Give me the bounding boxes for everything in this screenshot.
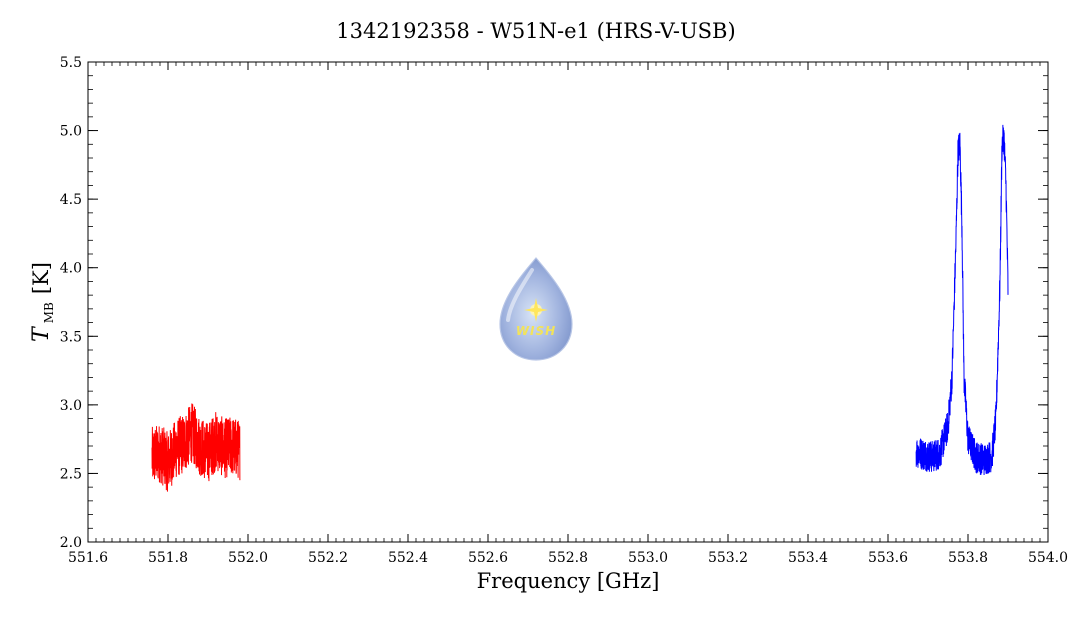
x-tick-labels: 551.6 551.8 552.0 552.2 552.4 552.6 552.8 553.0… xyxy=(68,550,1068,566)
x-tick-label: 551.8 xyxy=(148,550,188,566)
y-tick-label: 5.5 xyxy=(60,55,82,71)
y-tick-label: 4.0 xyxy=(60,261,82,277)
x-tick-label: 554.0 xyxy=(1028,550,1068,566)
wish-logo: WISH xyxy=(499,257,573,361)
x-tick-label: 553.4 xyxy=(788,550,828,566)
y-tick-label: 2.5 xyxy=(60,466,82,482)
star-icon xyxy=(524,298,548,322)
y-tick-labels: 2.0 2.5 3.0 3.5 4.0 4.5 5.0 5.5 xyxy=(60,55,82,551)
y-tick-label: 5.0 xyxy=(60,124,82,140)
x-tick-label: 552.0 xyxy=(228,550,268,566)
y-axis-subscript: MB xyxy=(42,302,56,323)
y-tick-label: 2.0 xyxy=(60,535,82,551)
y-axis-label: T MB [K] xyxy=(29,262,57,342)
spectrum-series-1 xyxy=(151,403,241,492)
logo-text: WISH xyxy=(516,324,556,338)
y-axis-symbol: T xyxy=(29,325,54,342)
x-tick-label: 553.6 xyxy=(868,550,908,566)
x-tick-label: 552.4 xyxy=(388,550,428,566)
axis-ticks xyxy=(87,61,1049,543)
svg-text:T MB [K]: T MB [K] xyxy=(29,262,57,342)
x-tick-label: 552.2 xyxy=(308,550,348,566)
spectrum-series-2 xyxy=(915,124,1009,476)
x-tick-label: 551.6 xyxy=(68,550,108,566)
x-tick-label: 552.8 xyxy=(548,550,588,566)
x-tick-label: 552.6 xyxy=(468,550,508,566)
y-tick-label: 4.5 xyxy=(60,192,82,208)
y-tick-label: 3.5 xyxy=(60,329,82,345)
x-tick-label: 553.8 xyxy=(948,550,988,566)
y-axis-unit: [K] xyxy=(29,262,53,294)
x-axis-label: Frequency [GHz] xyxy=(477,569,660,593)
x-tick-label: 553.0 xyxy=(628,550,668,566)
x-tick-label: 553.2 xyxy=(708,550,748,566)
series-layer xyxy=(151,124,1009,492)
y-tick-label: 3.0 xyxy=(60,398,82,414)
chart-title: 1342192358 - W51N-e1 (HRS-V-USB) xyxy=(336,19,735,43)
